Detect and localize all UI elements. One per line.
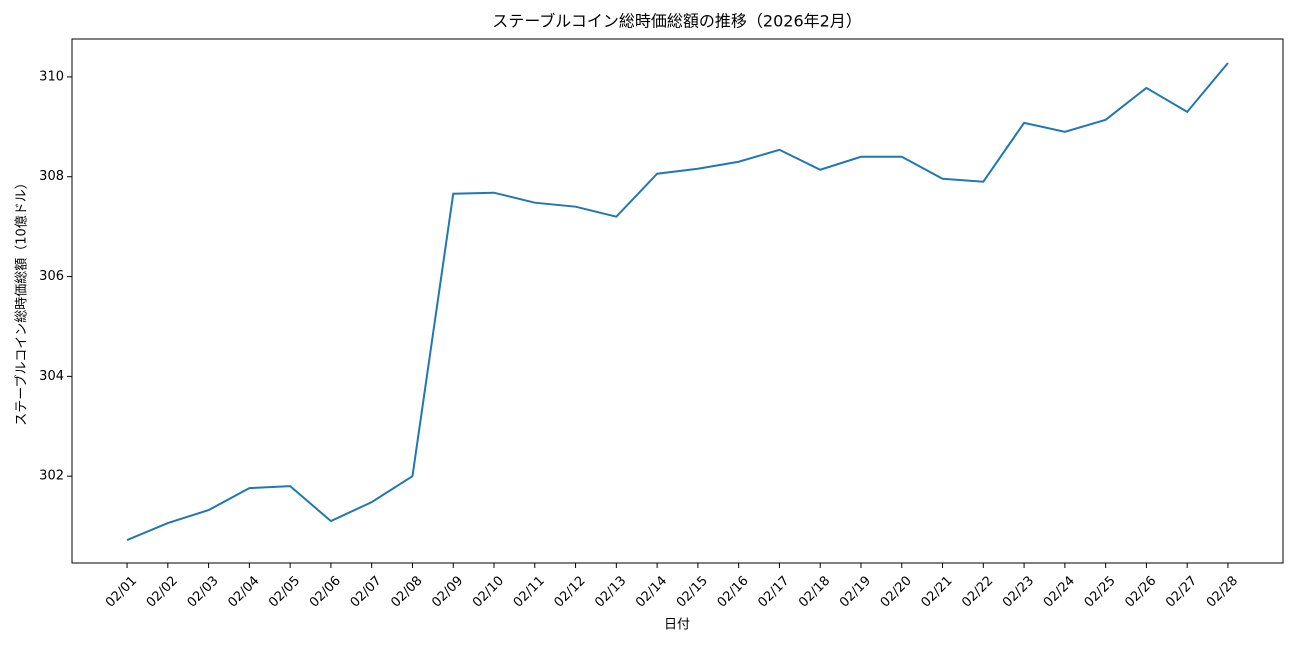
x-tick-label: 02/14 (633, 573, 670, 610)
y-tick-label: 308 (39, 169, 64, 184)
plot-frame (71, 38, 1284, 564)
x-tick-label: 02/19 (837, 573, 874, 610)
x-tick-label: 02/12 (552, 573, 589, 610)
x-tick-label: 02/01 (103, 573, 140, 610)
x-tick-label: 02/26 (1122, 573, 1159, 610)
x-tick-label: 02/03 (185, 573, 222, 610)
x-tick-label: 02/22 (959, 573, 996, 610)
x-tick-label: 02/25 (1082, 573, 1119, 610)
y-tick-label: 310 (39, 69, 64, 84)
x-tick-label: 02/20 (878, 573, 915, 610)
y-tick-label: 304 (39, 369, 64, 384)
x-tick-label: 02/09 (429, 573, 466, 610)
x-tick-label: 02/06 (307, 573, 344, 610)
x-tick-label: 02/02 (144, 573, 181, 610)
x-tick-label: 02/23 (1000, 573, 1037, 610)
x-tick-label: 02/15 (674, 573, 711, 610)
x-tick-label: 02/10 (470, 573, 507, 610)
y-tick-label: 306 (39, 269, 64, 284)
y-tick-label: 302 (39, 469, 64, 484)
x-tick-label: 02/18 (796, 573, 833, 610)
x-axis-label: 日付 (664, 618, 690, 633)
x-tick-label: 02/05 (266, 573, 303, 610)
x-tick-label: 02/13 (592, 573, 629, 610)
y-axis-label: ステーブルコイン総時価総額（10億ドル） (14, 176, 30, 426)
x-tick-label: 02/16 (715, 573, 752, 610)
x-tick-label: 02/17 (755, 573, 792, 610)
x-tick-label: 02/27 (1163, 573, 1200, 610)
x-tick-label: 02/28 (1204, 573, 1241, 610)
x-tick-label: 02/21 (918, 573, 955, 610)
x-tick-label: 02/11 (511, 573, 548, 610)
x-tick-label: 02/04 (225, 573, 262, 610)
x-tick-label: 02/07 (348, 573, 385, 610)
line (126, 62, 1229, 541)
x-tick-label: 02/08 (388, 573, 425, 610)
chart-title: ステーブルコイン総時価総額の推移（2026年2月） (492, 12, 862, 31)
x-tick-label: 02/24 (1041, 573, 1078, 610)
